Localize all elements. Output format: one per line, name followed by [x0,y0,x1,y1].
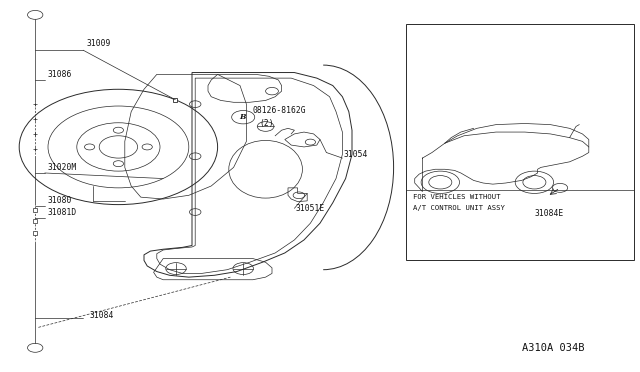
Text: 31080: 31080 [48,196,72,205]
Text: 31054: 31054 [344,150,368,159]
Bar [406,24,634,260]
Text: 31086: 31086 [48,70,72,79]
Text: 31020M: 31020M [48,163,77,172]
Text: 08126-8162G: 08126-8162G [253,106,307,115]
Text: (2): (2) [259,119,274,128]
Text: B: B [239,113,246,121]
Text: A310A 034B: A310A 034B [522,343,585,353]
Text: 31009: 31009 [86,39,111,48]
Text: 31081D: 31081D [48,208,77,217]
Text: 31084E: 31084E [534,209,564,218]
Text: A/T CONTROL UNIT ASSY: A/T CONTROL UNIT ASSY [413,205,505,211]
Text: 31084: 31084 [90,311,114,320]
Text: 31051E: 31051E [296,204,325,213]
Text: FOR VEHICLES WITHOUT: FOR VEHICLES WITHOUT [413,194,500,200]
